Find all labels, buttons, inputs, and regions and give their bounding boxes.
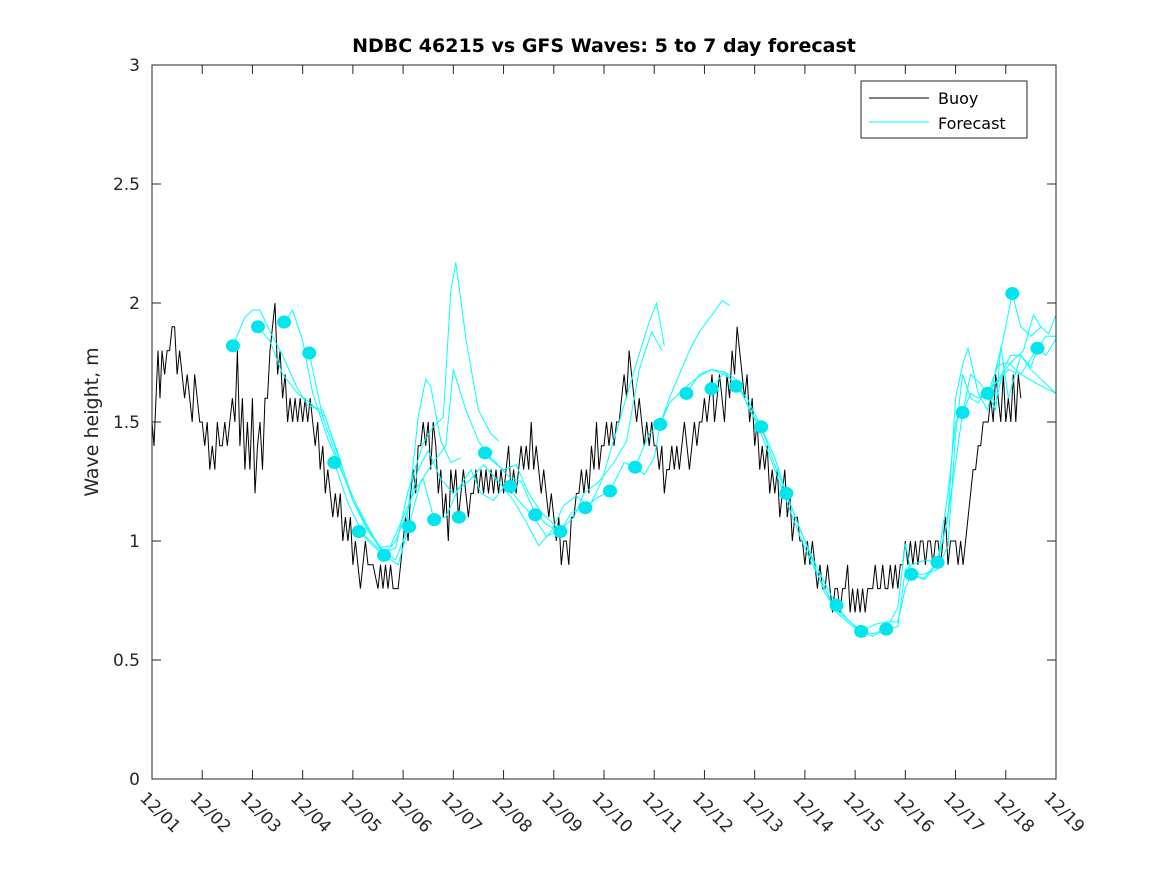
- y-tick-label: 0.5: [113, 651, 140, 671]
- forecast-marker: [628, 460, 643, 474]
- forecast-marker: [528, 508, 543, 522]
- forecast-marker: [603, 484, 617, 498]
- forecast-marker: [251, 320, 265, 334]
- forecast-marker: [302, 346, 317, 360]
- legend-box: [860, 80, 1028, 139]
- forecast-marker: [904, 567, 919, 581]
- forecast-marker: [829, 598, 844, 612]
- forecast-marker-layer: [225, 287, 1045, 638]
- forecast-marker: [451, 510, 466, 524]
- forecast-marker: [553, 525, 568, 538]
- forecast-marker: [879, 622, 894, 636]
- forecast-marker: [351, 525, 366, 538]
- forecast-marker: [1005, 287, 1020, 300]
- y-tick-label: 2.5: [113, 175, 140, 195]
- forecast-marker: [980, 386, 995, 400]
- y-tick-label: 1.5: [113, 413, 140, 433]
- legend: Buoy Forecast: [860, 80, 1028, 139]
- buoy-series-layer: [152, 302, 1022, 613]
- forecast-marker: [653, 417, 668, 431]
- y-tick-label: 0: [129, 770, 140, 790]
- forecast-marker: [503, 479, 518, 493]
- chart-title: NDBC 46215 vs GFS Waves: 5 to 7 day fore…: [352, 35, 856, 57]
- forecast-marker: [427, 513, 442, 527]
- legend-buoy-label: Buoy: [938, 89, 978, 108]
- legend-forecast-label: Forecast: [938, 114, 1006, 133]
- forecast-line-6: [358, 301, 665, 557]
- y-axis-label: Wave height, m: [81, 347, 103, 496]
- forecast-marker: [277, 315, 292, 329]
- y-tick-label: 3: [129, 56, 140, 76]
- forecast-marker: [704, 382, 719, 396]
- forecast-line-7: [484, 299, 730, 533]
- forecast-marker: [578, 501, 593, 515]
- forecast-line-4: [308, 262, 499, 554]
- y-tick-label: 1: [129, 532, 140, 552]
- forecast-marker: [955, 406, 970, 419]
- forecast-marker: [754, 420, 769, 434]
- forecast-marker: [679, 386, 694, 400]
- forecast-marker: [377, 548, 391, 562]
- forecast-line-10: [711, 293, 1056, 637]
- forecast-marker: [478, 446, 492, 460]
- y-tick-label: 2: [129, 294, 140, 314]
- forecast-line-12: [987, 335, 1056, 412]
- forecast-marker: [402, 520, 417, 534]
- forecast-line-13: [987, 313, 1042, 394]
- forecast-marker: [225, 339, 240, 353]
- forecast-marker: [1030, 341, 1045, 355]
- forecast-line-5: [333, 330, 663, 549]
- forecast-marker: [729, 379, 744, 393]
- buoy-line: [152, 302, 1022, 613]
- forecast-line-2: [257, 326, 341, 463]
- forecast-marker: [779, 486, 794, 500]
- forecast-marker: [930, 555, 945, 569]
- forecast-marker: [327, 456, 342, 469]
- forecast-marker: [854, 624, 869, 638]
